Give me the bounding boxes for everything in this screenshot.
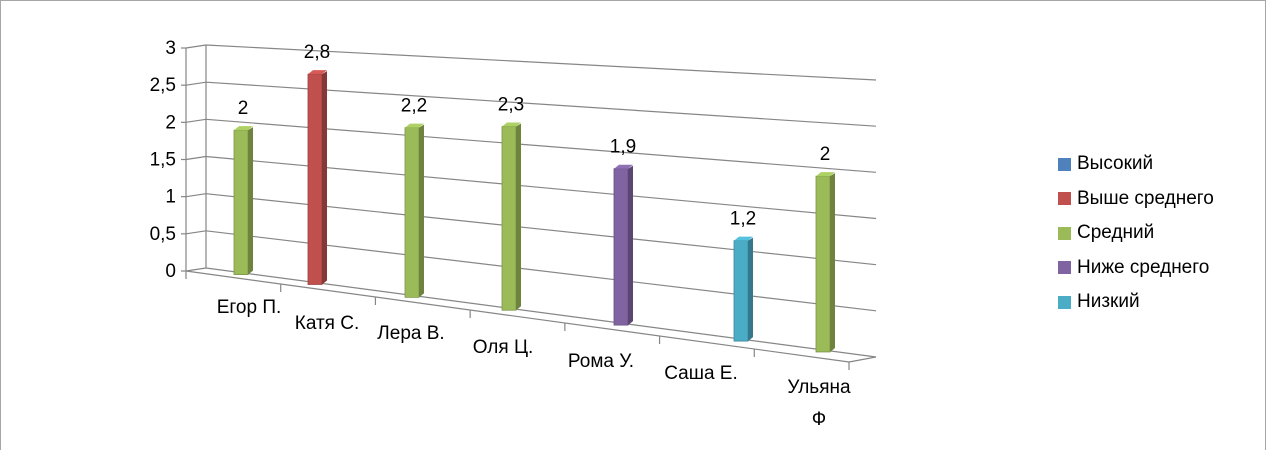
category-label: Лера В. [377, 323, 444, 344]
legend-item: Низкий [1058, 285, 1214, 320]
bar-top [308, 70, 327, 75]
side-gridline [185, 155, 207, 161]
bar-top [614, 164, 633, 169]
side-gridline [185, 81, 207, 86]
gridline [205, 118, 877, 173]
category-label: Катя С. [295, 313, 360, 334]
bar-front [307, 73, 323, 285]
category-label: Егор П. [217, 297, 282, 318]
category-label: Саша Е. [664, 363, 738, 384]
data-label: 2,2 [401, 96, 427, 117]
gridline [205, 44, 877, 81]
legend-item: Высокий [1058, 147, 1214, 182]
floor-right-edge [848, 356, 877, 363]
category-axis-line [185, 270, 850, 363]
legend-label: Высокий [1077, 153, 1154, 175]
bar-side [628, 165, 633, 326]
side-gridline [185, 44, 207, 49]
legend-swatch [1058, 295, 1071, 309]
legend-label: Низкий [1077, 291, 1140, 313]
side-gridline [185, 118, 207, 123]
bar [733, 236, 753, 342]
y-tick-label: 1 [165, 187, 176, 208]
bar-front [233, 129, 249, 276]
bar-side [419, 124, 424, 298]
y-tick-label: 2,5 [150, 75, 176, 96]
y-tick-label: 0,5 [150, 224, 176, 245]
bar-top [502, 122, 521, 127]
legend-swatch [1058, 192, 1071, 206]
bar [307, 70, 327, 285]
legend-swatch [1058, 261, 1071, 275]
bar-front [815, 175, 831, 353]
legend-item: Средний [1058, 216, 1214, 251]
bar [501, 122, 521, 311]
category-label: Рома У. [568, 351, 634, 372]
category-label: Ульяна [787, 377, 851, 398]
gridline [205, 193, 877, 266]
bar-top [816, 172, 835, 177]
y-tick-label: 2 [165, 112, 176, 133]
bar-side [748, 237, 753, 342]
bar-front [404, 127, 420, 298]
bar-side [322, 71, 327, 285]
side-gridline [185, 267, 207, 272]
data-label: 2 [238, 98, 249, 119]
bar [815, 172, 835, 353]
bar-top [405, 123, 424, 128]
data-label: 2,8 [304, 42, 330, 63]
y-tick-label: 1,5 [150, 150, 176, 171]
gridline [205, 81, 877, 127]
side-gridline [185, 230, 207, 235]
bar-top [234, 126, 253, 131]
legend-label: Средний [1077, 222, 1155, 244]
legend-swatch [1058, 157, 1071, 171]
bar-side [516, 123, 521, 311]
category-label: Оля Ц. [473, 337, 534, 358]
bar-top [734, 236, 753, 241]
data-label: 2 [820, 144, 831, 165]
y-tick-label: 0 [165, 261, 176, 282]
bar [404, 123, 424, 298]
bar-side [248, 127, 253, 275]
bar [233, 126, 253, 276]
bar-front [733, 240, 749, 342]
y-tick-label: 3 [165, 38, 176, 59]
gridline [205, 230, 877, 312]
bar-front [613, 168, 629, 326]
data-label: 1,9 [610, 137, 636, 158]
legend-label: Выше среднего [1077, 187, 1214, 209]
legend-swatch [1058, 226, 1071, 240]
legend-item: Ниже среднего [1058, 251, 1214, 286]
legend: Высокий Выше среднего Средний Ниже среднего… [1058, 147, 1214, 320]
gridline [205, 155, 877, 220]
bar [613, 164, 633, 326]
bar-front [501, 126, 517, 311]
data-label: 2,3 [498, 95, 524, 116]
bar-side [830, 173, 835, 352]
side-gridline [185, 193, 207, 198]
legend-item: Выше среднего [1058, 182, 1214, 217]
data-label: 1,2 [730, 209, 756, 230]
category-label: Ф [812, 409, 826, 430]
legend-label: Ниже среднего [1077, 256, 1210, 278]
